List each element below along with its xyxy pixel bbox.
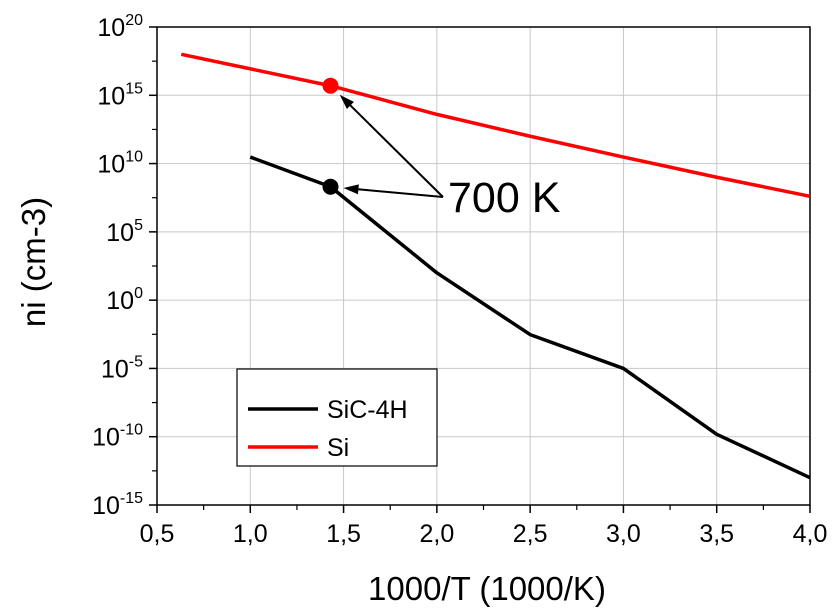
y-tick-base: 10 — [97, 82, 125, 110]
x-tick-label: 4,0 — [793, 520, 828, 548]
x-tick-label: 3,5 — [699, 520, 734, 548]
y-tick-base: 10 — [101, 355, 129, 383]
x-axis-title: 1000/T (1000/K) — [368, 570, 606, 607]
y-tick-exponent: 5 — [134, 217, 143, 234]
y-tick-label: 100 — [106, 285, 143, 315]
y-tick-label: 105 — [106, 217, 143, 247]
annotation-label: 700 K — [448, 174, 561, 222]
y-tick-base: 10 — [97, 14, 125, 42]
series-markers — [322, 77, 339, 195]
x-tick-label: 2,5 — [513, 520, 548, 548]
y-tick-base: 10 — [97, 151, 125, 179]
x-tick-label: 0,5 — [140, 520, 175, 548]
y-tick-exponent: -5 — [129, 353, 143, 370]
annotation-arrow-head — [339, 94, 354, 109]
x-tick-label: 2,0 — [419, 520, 454, 548]
tick-labels: 0,5 1,0 1,5 2,0 2,5 3,0 3,5 4,01020101510101051… — [92, 12, 827, 548]
y-tick-exponent: 15 — [125, 80, 143, 97]
y-tick-base: 10 — [92, 424, 120, 452]
y-tick-label: 1010 — [97, 149, 143, 179]
y-tick-label: 10-15 — [92, 490, 143, 520]
annotation-700k: 700 K — [339, 94, 561, 222]
x-tick-label: 1,0 — [233, 520, 268, 548]
y-tick-label: 10-10 — [92, 422, 143, 452]
marker-si — [322, 77, 339, 94]
annotation-arrow-head — [343, 184, 359, 195]
marker-sic-4h — [322, 178, 339, 195]
y-tick-label: 1015 — [97, 80, 143, 110]
legend-label: SiC-4H — [327, 396, 408, 424]
y-tick-exponent: -10 — [120, 422, 143, 439]
legend-label: Si — [327, 434, 349, 462]
y-tick-exponent: 20 — [125, 12, 143, 29]
y-tick-exponent: 10 — [125, 149, 143, 166]
y-tick-base: 10 — [92, 492, 120, 520]
annotation-arrow-line — [347, 102, 444, 198]
axis-titles: 1000/T (1000/K) ni (cm-3) — [15, 197, 606, 607]
legend: SiC-4H Si — [236, 368, 438, 467]
annotation-arrow-line — [355, 188, 444, 198]
y-tick-exponent: 0 — [134, 285, 143, 302]
y-tick-label: 1020 — [97, 12, 143, 42]
y-tick-base: 10 — [106, 219, 134, 247]
x-tick-label: 1,5 — [326, 520, 361, 548]
x-tick-label: 3,0 — [606, 520, 641, 548]
y-tick-base: 10 — [106, 287, 134, 315]
axes — [149, 26, 811, 513]
y-tick-label: 10-5 — [101, 353, 143, 383]
y-tick-exponent: -15 — [120, 490, 143, 507]
legend-box — [236, 368, 438, 467]
y-axis-title: ni (cm-3) — [15, 197, 52, 327]
